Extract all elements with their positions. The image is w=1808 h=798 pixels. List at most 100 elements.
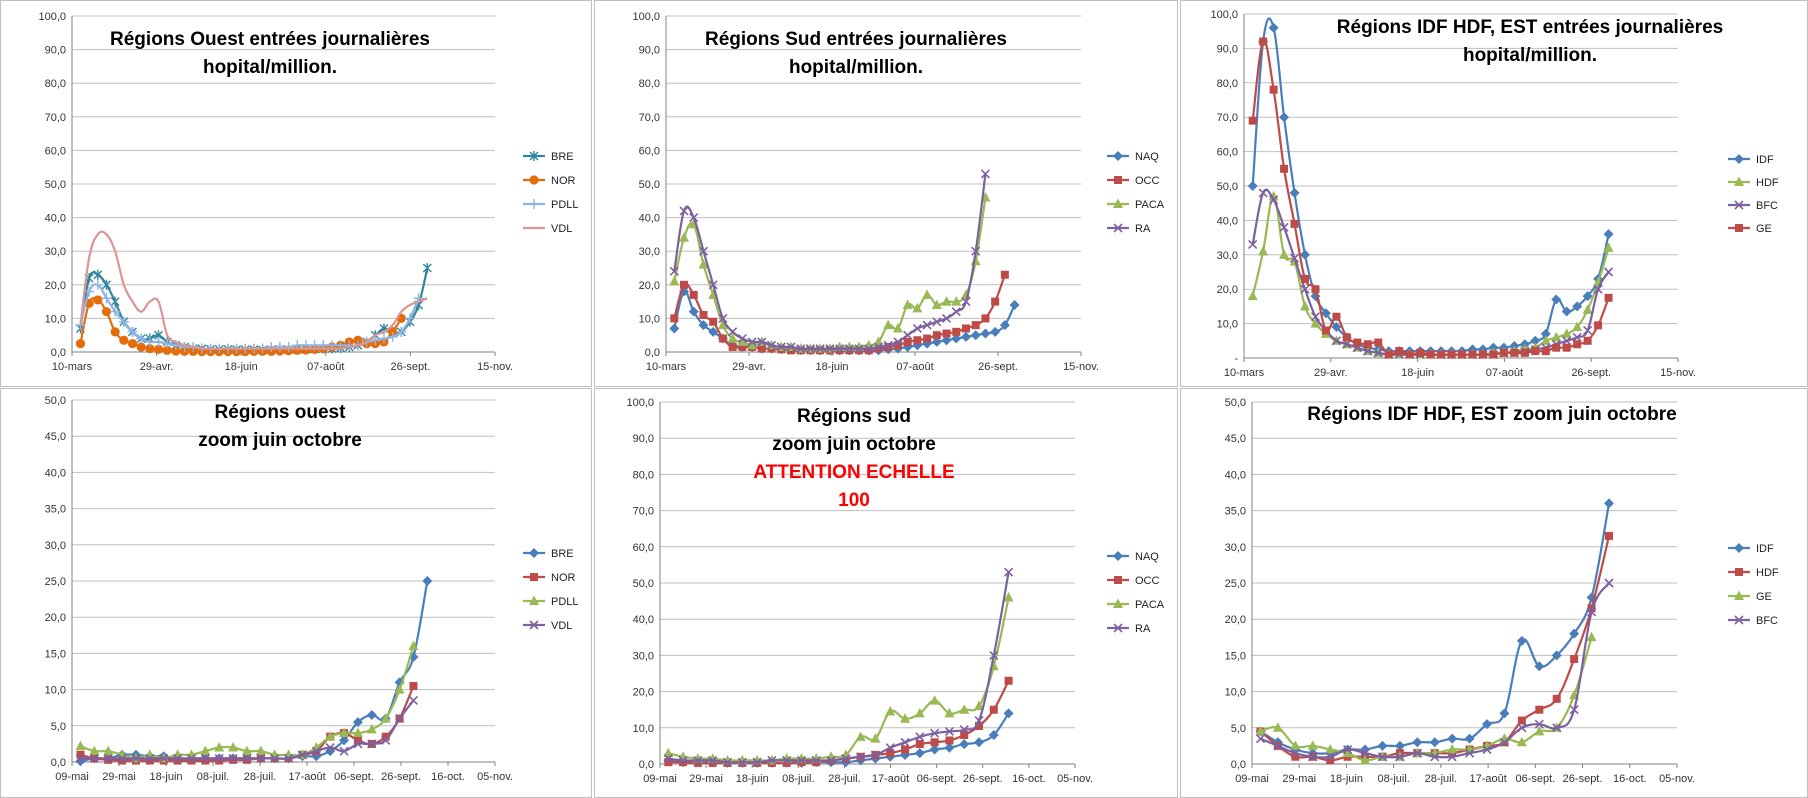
data-point	[699, 311, 708, 320]
data-point	[1258, 245, 1269, 256]
x-tick-label: 06-sept.	[1515, 773, 1555, 785]
data-point	[1343, 744, 1353, 755]
data-point	[959, 725, 969, 735]
legend-marker	[529, 151, 539, 161]
data-point	[339, 746, 349, 756]
data-point	[1269, 195, 1279, 205]
data-point	[1535, 705, 1544, 714]
data-point	[825, 344, 835, 354]
legend-label: OCC	[1135, 175, 1160, 187]
data-point	[913, 336, 922, 345]
data-point	[944, 742, 955, 753]
data-point	[815, 344, 825, 354]
y-tick-label: 70,0	[1217, 112, 1238, 124]
chart-svg: 0,0 5,0 10,0 15,0 20,0 25,0 30,0 35,0 40,0 45,0 50…	[0, 388, 592, 798]
data-point	[664, 758, 673, 767]
data-point	[266, 341, 277, 352]
data-point	[274, 341, 285, 352]
data-point	[1594, 321, 1603, 330]
legend-label: BRE	[551, 548, 574, 560]
data-point	[932, 317, 942, 327]
y-tick-label: 70,0	[639, 112, 660, 124]
legend-label: BFC	[1756, 200, 1778, 212]
x-tick-label: 05-nov.	[1659, 773, 1695, 785]
data-point	[974, 715, 984, 726]
data-point	[1458, 350, 1467, 359]
data-point	[796, 755, 807, 765]
data-point	[1247, 290, 1258, 301]
x-tick-label: 07-août	[1486, 367, 1523, 379]
data-point	[153, 344, 164, 354]
x-tick-label: 05-nov.	[1057, 773, 1093, 785]
data-point	[1321, 326, 1330, 335]
data-point	[757, 344, 766, 353]
legend-entry-pdll: PDLL	[523, 595, 579, 608]
data-point	[1551, 294, 1562, 305]
y-tick-label: 25,0	[45, 576, 66, 588]
chart-border	[1180, 388, 1808, 798]
chart-panel-ouest-zoom: 0,0 5,0 10,0 15,0 20,0 25,0 30,0 35,0 40,0 45,0 50…	[0, 388, 592, 798]
data-point	[903, 337, 912, 346]
x-tick-label: 15-nov.	[477, 361, 513, 373]
y-tick-label: 40,0	[45, 213, 66, 225]
legend-label: GE	[1756, 591, 1772, 603]
data-point	[1412, 748, 1422, 758]
data-point	[75, 753, 86, 763]
data-point	[1325, 752, 1335, 762]
data-point	[1307, 740, 1318, 750]
data-point	[353, 335, 363, 345]
x-tick-label: 09-mai	[1235, 773, 1269, 785]
legend-label: NAQ	[1135, 551, 1159, 563]
data-point	[663, 747, 674, 758]
data-point	[1394, 740, 1405, 751]
data-point	[915, 740, 924, 749]
data-point	[893, 341, 902, 350]
data-point	[971, 321, 980, 330]
y-tick-label: 0,0	[1231, 759, 1246, 771]
data-point	[679, 758, 688, 767]
data-point	[989, 650, 999, 660]
chart-svg: 0,0 5,0 10,0 15,0 20,0 25,0 30,0 35,0 40,0 45,0 50…	[1180, 388, 1808, 798]
legend-label: OCC	[1135, 575, 1160, 587]
data-point	[885, 706, 896, 716]
data-point	[952, 327, 961, 336]
data-point	[1551, 331, 1562, 342]
data-point	[900, 737, 910, 747]
data-point	[873, 342, 884, 352]
data-point	[1447, 733, 1458, 744]
data-point	[93, 295, 103, 305]
data-point	[422, 263, 432, 273]
y-tick-label: 90,0	[45, 45, 66, 57]
data-point	[92, 279, 103, 290]
data-point	[1248, 239, 1258, 250]
legend-entry-bfc: BFC	[1728, 615, 1778, 627]
data-point	[366, 709, 377, 720]
data-point	[738, 342, 747, 351]
data-point	[929, 695, 940, 705]
data-point	[901, 745, 910, 754]
data-point	[728, 342, 737, 351]
data-point	[215, 756, 224, 765]
legend-marker	[529, 620, 539, 630]
data-point	[1300, 300, 1311, 311]
legend-marker	[1734, 543, 1744, 553]
data-point	[89, 753, 99, 763]
data-point	[241, 745, 252, 756]
data-point	[103, 745, 114, 756]
x-tick-label: 18-juin	[149, 771, 182, 783]
data-point	[352, 717, 363, 728]
legend-entry-ra: RA	[1107, 623, 1151, 635]
data-point	[110, 296, 120, 307]
data-point	[709, 317, 718, 326]
data-point	[214, 753, 224, 763]
data-point	[782, 755, 792, 765]
legend-marker	[1734, 615, 1744, 625]
legend-marker	[1734, 200, 1744, 210]
y-tick-label: 10,0	[633, 723, 654, 735]
data-point	[394, 684, 405, 694]
data-point	[1426, 350, 1435, 359]
data-point	[959, 704, 970, 714]
data-point	[974, 737, 985, 748]
data-point	[1569, 705, 1579, 715]
data-point	[1570, 655, 1579, 664]
